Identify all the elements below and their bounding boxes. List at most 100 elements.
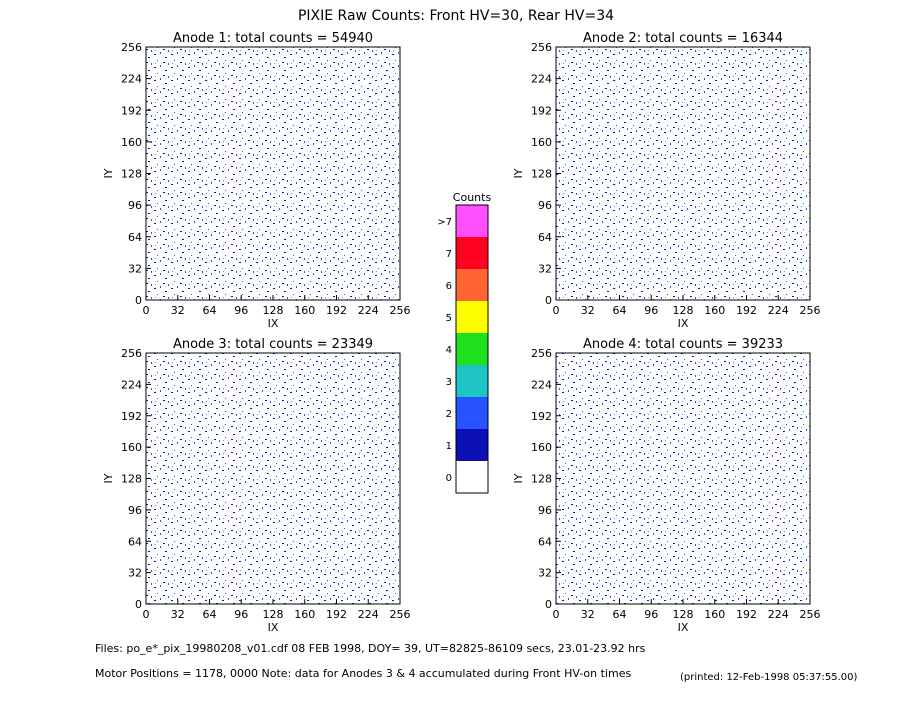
y-tick-label: 64 <box>538 231 552 244</box>
y-tick-label: 96 <box>128 199 142 212</box>
heatmap-image <box>146 353 400 604</box>
x-tick-label: 160 <box>704 304 725 317</box>
colorbar-label: 1 <box>446 441 452 452</box>
colorbar-swatch <box>456 429 488 461</box>
colorbar-label: 0 <box>446 473 452 484</box>
footer-motor: Motor Positions = 1178, 0000 Note: data … <box>95 667 631 680</box>
x-tick-label: 64 <box>613 608 627 621</box>
x-tick-label: 64 <box>613 304 627 317</box>
y-tick-label: 160 <box>531 136 552 149</box>
x-tick-label: 64 <box>203 608 217 621</box>
x-tick-label: 256 <box>390 608 411 621</box>
panel-title: Anode 4: total counts = 39233 <box>583 337 783 352</box>
colorbar-swatch <box>456 269 488 301</box>
y-tick-label: 128 <box>531 473 552 486</box>
y-tick-label: 192 <box>531 104 552 117</box>
panel-title: Anode 3: total counts = 23349 <box>173 337 373 352</box>
x-tick-label: 96 <box>644 608 658 621</box>
y-tick-label: 256 <box>121 41 142 54</box>
x-tick-label: 96 <box>644 304 658 317</box>
y-tick-label: 128 <box>121 168 142 181</box>
x-tick-label: 0 <box>553 608 560 621</box>
y-tick-label: 32 <box>128 262 142 275</box>
x-tick-label: 160 <box>294 304 315 317</box>
x-tick-label: 0 <box>143 608 150 621</box>
x-axis-label: IX <box>678 621 689 634</box>
heatmap-image <box>556 47 810 300</box>
x-tick-label: 224 <box>358 304 379 317</box>
y-tick-label: 128 <box>121 473 142 486</box>
x-tick-label: 128 <box>263 304 284 317</box>
y-axis-label: IY <box>512 168 525 178</box>
x-tick-label: 192 <box>326 608 347 621</box>
y-tick-label: 96 <box>538 199 552 212</box>
x-tick-label: 64 <box>203 304 217 317</box>
colorbar-title: Counts <box>453 191 492 204</box>
y-tick-label: 96 <box>128 504 142 517</box>
x-tick-label: 192 <box>326 304 347 317</box>
y-axis-label: IY <box>102 473 115 483</box>
x-tick-label: 256 <box>390 304 411 317</box>
x-tick-label: 32 <box>581 608 595 621</box>
x-tick-label: 96 <box>234 608 248 621</box>
colorbar-label: 5 <box>446 313 452 324</box>
panel-title: Anode 2: total counts = 16344 <box>583 31 783 46</box>
y-tick-label: 192 <box>531 410 552 423</box>
y-tick-label: 192 <box>121 104 142 117</box>
x-tick-label: 96 <box>234 304 248 317</box>
y-tick-label: 0 <box>135 294 142 307</box>
y-tick-label: 128 <box>531 168 552 181</box>
colorbar-frame <box>455 204 489 494</box>
y-tick-label: 96 <box>538 504 552 517</box>
colorbar-label: 3 <box>446 377 452 388</box>
x-tick-label: 32 <box>171 608 185 621</box>
y-tick-label: 0 <box>135 598 142 611</box>
y-axis-label: IY <box>102 168 115 178</box>
y-tick-label: 64 <box>128 535 142 548</box>
x-tick-label: 32 <box>171 304 185 317</box>
colorbar-label: 2 <box>446 409 452 420</box>
x-tick-label: 128 <box>673 608 694 621</box>
y-tick-label: 0 <box>545 294 552 307</box>
y-tick-label: 224 <box>121 73 142 86</box>
colorbar-label: 7 <box>446 249 452 260</box>
colorbar-swatch <box>456 205 488 237</box>
x-tick-label: 192 <box>736 304 757 317</box>
y-tick-label: 32 <box>538 262 552 275</box>
y-tick-label: 160 <box>531 441 552 454</box>
colorbar-swatch <box>456 301 488 333</box>
colorbar-swatch <box>456 333 488 365</box>
x-axis-label: IX <box>678 317 689 330</box>
x-tick-label: 224 <box>768 304 789 317</box>
heatmap-image <box>146 47 400 300</box>
x-tick-label: 32 <box>581 304 595 317</box>
x-tick-label: 256 <box>800 304 821 317</box>
x-tick-label: 128 <box>263 608 284 621</box>
footer-files: Files: po_e*_pix_19980208_v01.cdf 08 FEB… <box>95 642 646 655</box>
x-tick-label: 0 <box>143 304 150 317</box>
x-tick-label: 160 <box>704 608 725 621</box>
x-tick-label: 192 <box>736 608 757 621</box>
x-axis-label: IX <box>268 621 279 634</box>
x-tick-label: 224 <box>358 608 379 621</box>
y-tick-label: 160 <box>121 136 142 149</box>
y-tick-label: 160 <box>121 441 142 454</box>
colorbar-label: 4 <box>446 345 452 356</box>
colorbar-swatch <box>456 365 488 397</box>
panel-title: Anode 1: total counts = 54940 <box>173 31 373 46</box>
y-tick-label: 224 <box>531 378 552 391</box>
y-tick-label: 224 <box>121 378 142 391</box>
y-axis-label: IY <box>512 473 525 483</box>
y-tick-label: 32 <box>538 567 552 580</box>
colorbar-label: >7 <box>437 217 452 228</box>
y-tick-label: 64 <box>128 231 142 244</box>
y-tick-label: 256 <box>531 41 552 54</box>
y-tick-label: 224 <box>531 73 552 86</box>
colorbar-label: 6 <box>446 281 452 292</box>
y-tick-label: 256 <box>121 347 142 360</box>
x-axis-label: IX <box>268 317 279 330</box>
colorbar-swatch <box>456 237 488 269</box>
footer-printed: (printed: 12-Feb-1998 05:37:55.00) <box>680 672 858 683</box>
